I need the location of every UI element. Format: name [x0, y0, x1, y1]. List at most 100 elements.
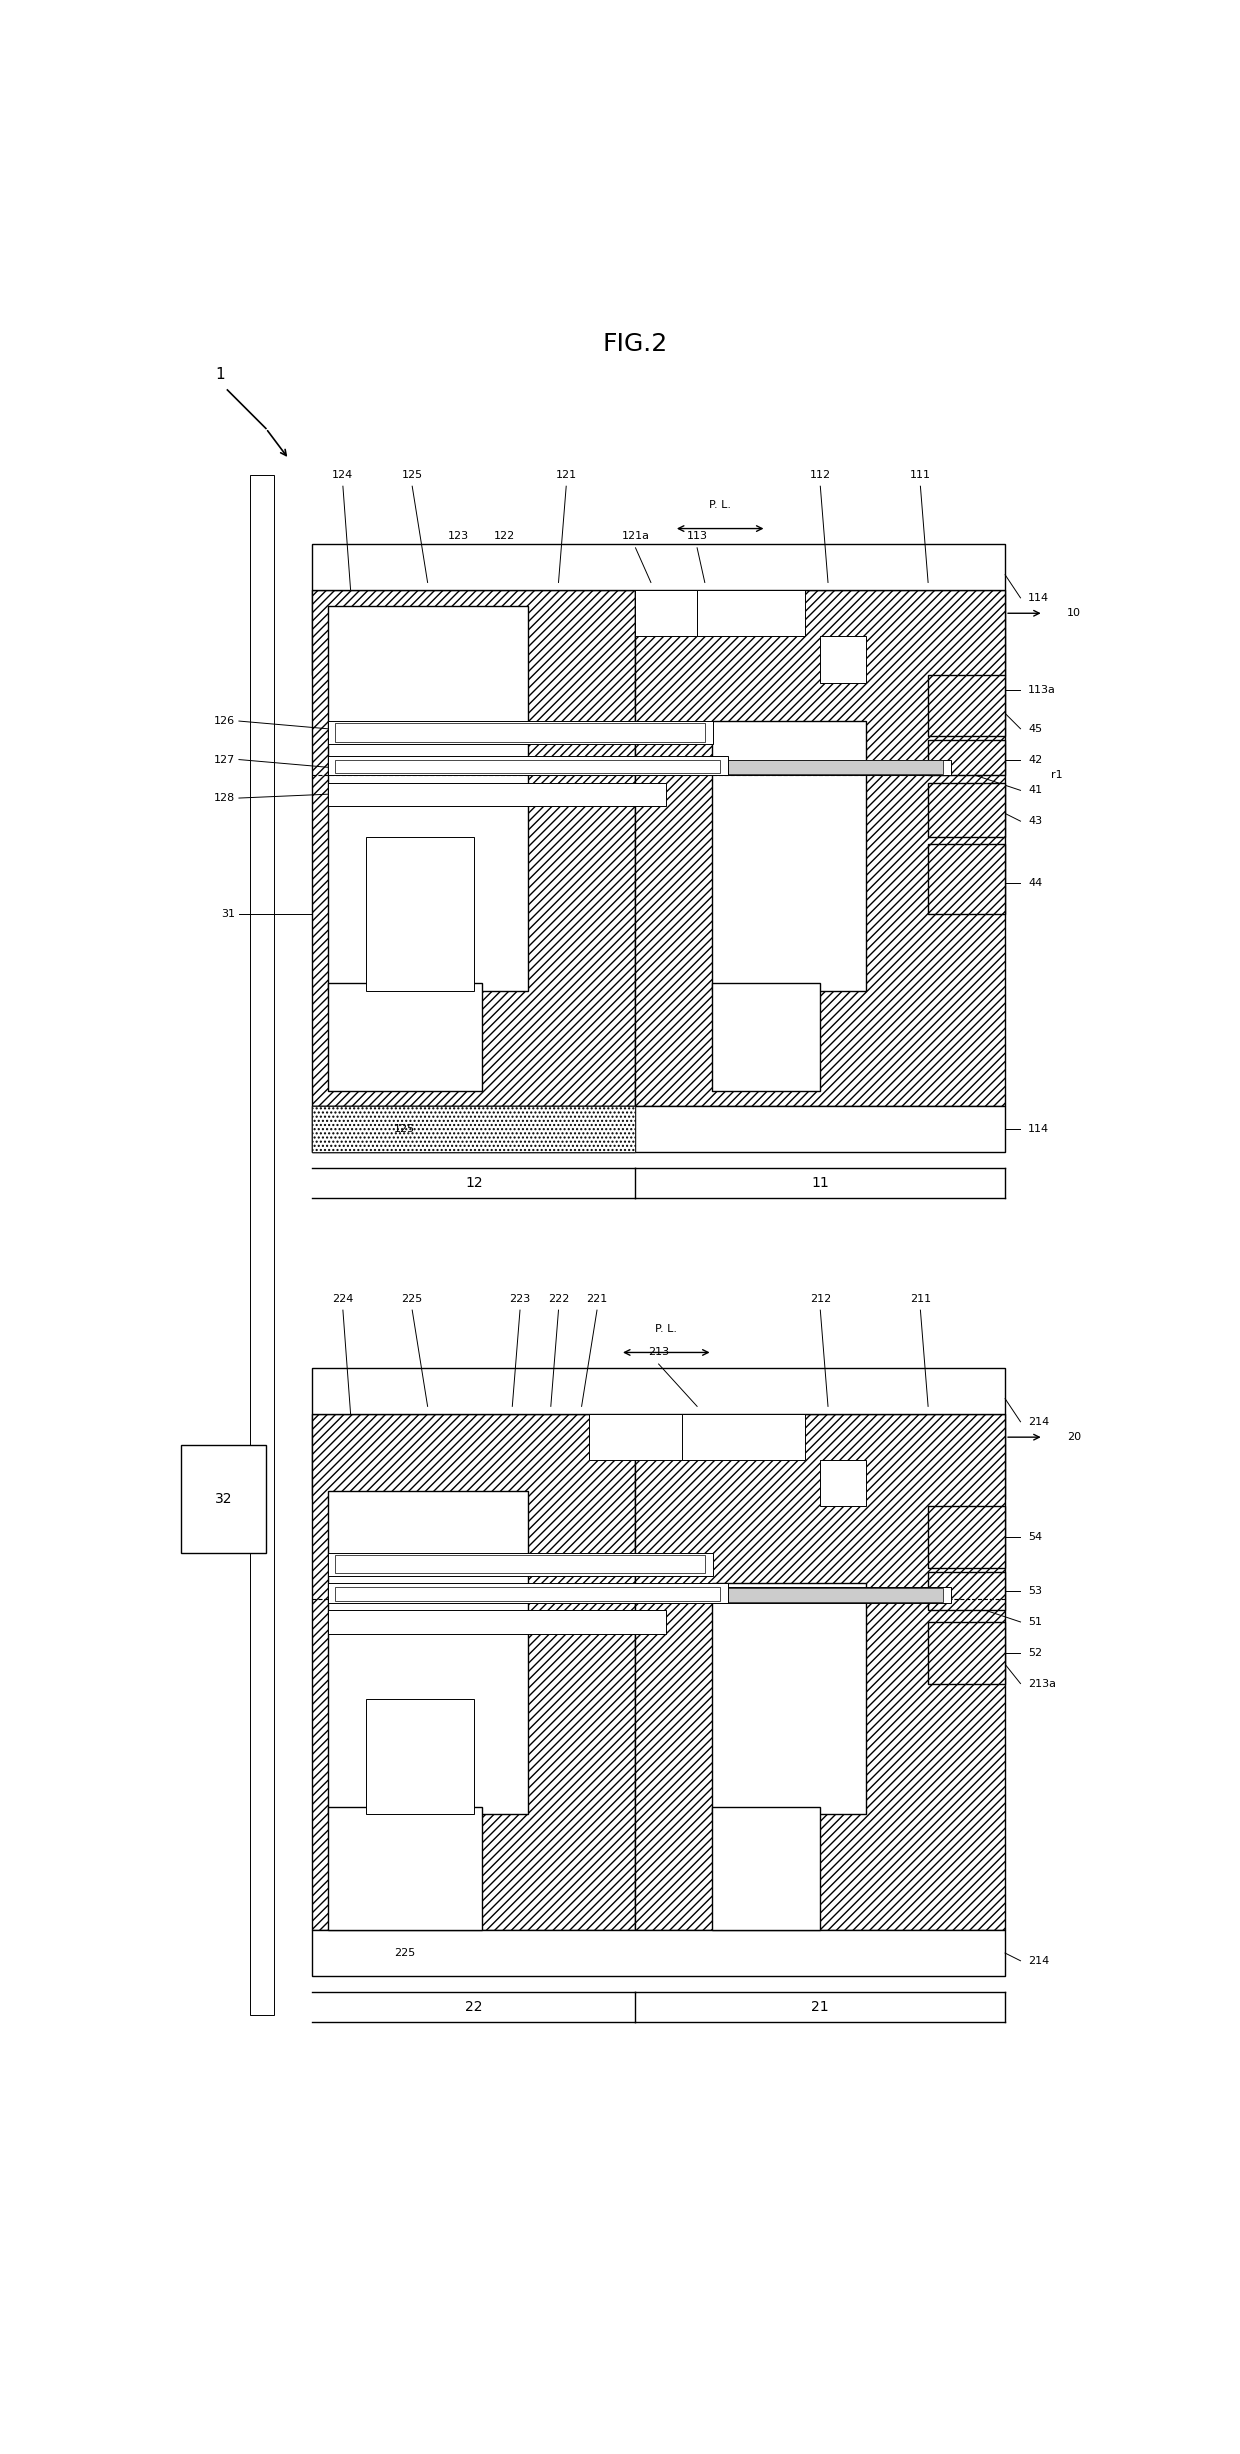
Bar: [312, 1929, 1006, 1975]
Bar: [928, 1622, 1006, 1683]
Text: 10: 10: [1066, 609, 1081, 618]
Bar: [335, 724, 704, 741]
Text: 128: 128: [213, 793, 236, 802]
Bar: [312, 1107, 635, 1153]
Text: 221: 221: [587, 1293, 608, 1303]
Text: 112: 112: [810, 469, 831, 479]
Bar: [682, 1414, 805, 1460]
Bar: [481, 589, 697, 636]
Text: r1: r1: [1052, 771, 1063, 780]
Bar: [335, 1556, 704, 1573]
Bar: [366, 837, 474, 991]
Text: 113a: 113a: [1028, 685, 1056, 694]
Bar: [327, 606, 528, 991]
Text: 111: 111: [910, 469, 931, 479]
Bar: [928, 783, 1006, 837]
Text: 211: 211: [910, 1293, 931, 1303]
Text: 11: 11: [811, 1175, 830, 1190]
Bar: [528, 761, 951, 775]
Text: 43: 43: [1028, 817, 1043, 827]
Bar: [181, 1445, 265, 1553]
Text: 45: 45: [1028, 724, 1043, 734]
Bar: [312, 1107, 1006, 1153]
Bar: [713, 1583, 867, 1814]
Bar: [536, 761, 944, 773]
Bar: [312, 1414, 635, 1929]
Text: 214: 214: [1028, 1956, 1049, 1966]
Bar: [327, 1610, 666, 1634]
Bar: [312, 1107, 1006, 1153]
Bar: [335, 761, 720, 773]
Text: 222: 222: [548, 1293, 569, 1303]
Bar: [536, 1588, 944, 1602]
Bar: [928, 1507, 1006, 1568]
Text: P. L.: P. L.: [709, 501, 732, 510]
Text: 212: 212: [810, 1293, 831, 1303]
Bar: [250, 474, 274, 2015]
Bar: [697, 589, 805, 636]
Bar: [635, 1414, 1006, 1929]
Bar: [327, 1553, 713, 1575]
Bar: [312, 545, 1006, 589]
Text: 121: 121: [556, 469, 577, 479]
Bar: [312, 1414, 420, 1499]
Bar: [821, 636, 867, 682]
Text: 21: 21: [811, 2000, 830, 2015]
Bar: [327, 783, 666, 805]
Text: 223: 223: [510, 1293, 531, 1303]
Text: 214: 214: [1028, 1416, 1049, 1426]
Bar: [805, 1414, 898, 1460]
Text: 32: 32: [215, 1492, 232, 1507]
Bar: [312, 1107, 635, 1153]
Bar: [327, 1583, 728, 1602]
Bar: [312, 1929, 1006, 1975]
Text: 122: 122: [494, 530, 516, 542]
Text: 125: 125: [394, 1124, 415, 1134]
Bar: [898, 589, 1006, 675]
Text: 225: 225: [394, 1948, 415, 1958]
Bar: [312, 589, 635, 1107]
Text: 121a: 121a: [621, 530, 650, 542]
Text: 114: 114: [1028, 594, 1049, 604]
Text: 125: 125: [402, 469, 423, 479]
Bar: [805, 589, 898, 636]
Bar: [327, 1806, 481, 1929]
Text: 22: 22: [465, 2000, 482, 2015]
Text: 114: 114: [1028, 1124, 1049, 1134]
Bar: [928, 844, 1006, 913]
Bar: [420, 589, 481, 653]
Text: 41: 41: [1028, 785, 1043, 795]
Bar: [312, 589, 420, 675]
Text: 52: 52: [1028, 1647, 1043, 1659]
Text: 127: 127: [213, 753, 236, 766]
Bar: [589, 1414, 697, 1460]
Text: FIG.2: FIG.2: [603, 331, 668, 356]
Bar: [312, 545, 1006, 589]
Text: 31: 31: [221, 908, 236, 918]
Text: 123: 123: [448, 530, 469, 542]
Bar: [312, 1367, 1006, 1414]
Text: P. L.: P. L.: [655, 1325, 677, 1335]
Bar: [713, 721, 867, 991]
Text: 51: 51: [1028, 1617, 1042, 1627]
Text: 42: 42: [1028, 753, 1043, 766]
Bar: [481, 1414, 697, 1460]
Bar: [928, 675, 1006, 736]
Text: 224: 224: [332, 1293, 353, 1303]
Bar: [713, 1806, 821, 1929]
Bar: [335, 1588, 720, 1600]
Text: 44: 44: [1028, 879, 1043, 888]
Text: 126: 126: [215, 717, 236, 726]
Text: 213a: 213a: [1028, 1679, 1056, 1688]
Bar: [312, 1367, 1006, 1414]
Text: 54: 54: [1028, 1531, 1043, 1541]
Bar: [635, 589, 1006, 1107]
Text: 225: 225: [402, 1293, 423, 1303]
Bar: [528, 1588, 951, 1602]
Bar: [635, 589, 697, 636]
Bar: [928, 1573, 1006, 1610]
Bar: [327, 984, 481, 1090]
Bar: [420, 1414, 481, 1475]
Bar: [327, 756, 728, 775]
Text: 12: 12: [465, 1175, 482, 1190]
